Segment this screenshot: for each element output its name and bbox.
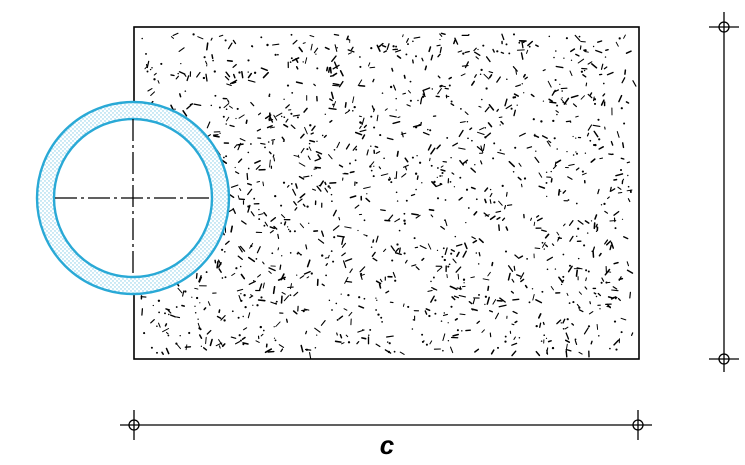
pipe-wall xyxy=(36,101,230,295)
dimension-height-tick-top xyxy=(709,21,739,33)
aggregate-texture xyxy=(137,32,637,360)
pipe-outer-edge xyxy=(35,100,231,296)
dimension-width-tick-left xyxy=(128,410,140,440)
pipe-cross-section xyxy=(35,100,231,296)
dimension-height-tick-bottom xyxy=(709,353,739,365)
dimension-width-label: c xyxy=(380,430,395,460)
dimension-height xyxy=(709,12,739,372)
dimension-width-tick-right xyxy=(632,410,644,440)
dimension-width: c xyxy=(120,410,652,460)
